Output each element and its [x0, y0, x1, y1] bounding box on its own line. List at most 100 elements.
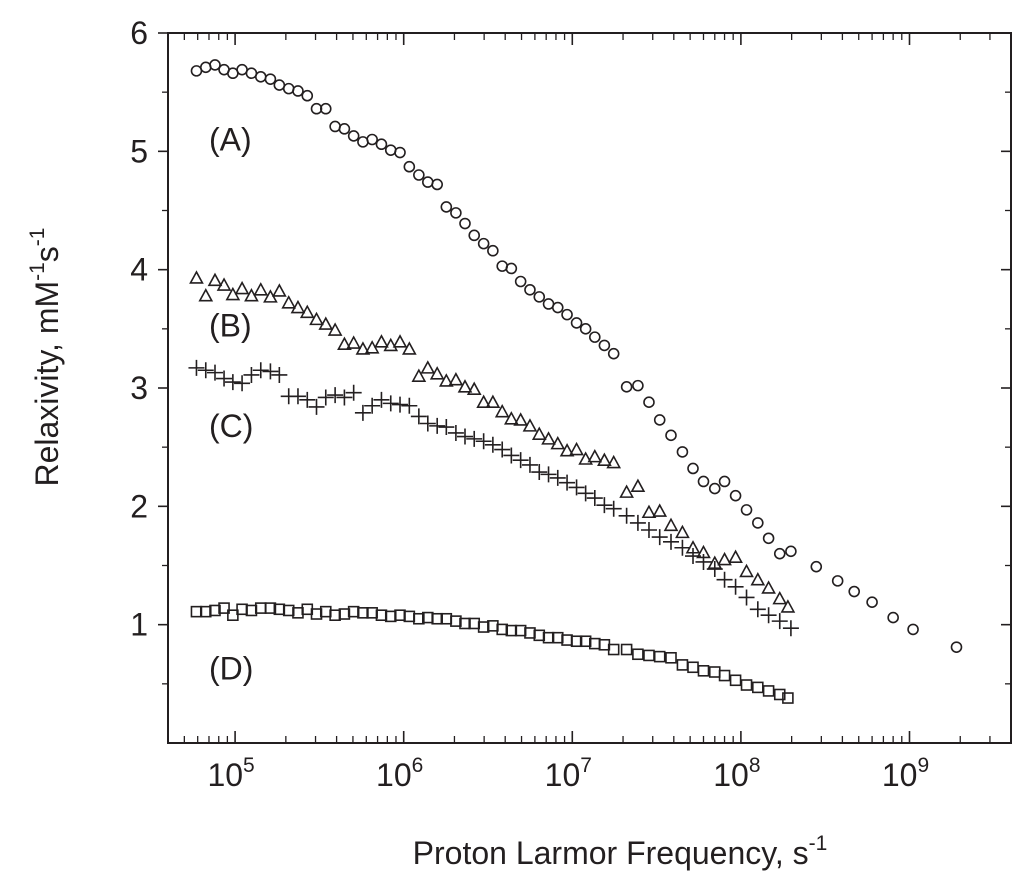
plus-marker [373, 391, 390, 408]
plus-marker [336, 389, 353, 406]
plus-marker [419, 415, 436, 432]
circle-marker [785, 545, 797, 558]
circle-marker [264, 73, 277, 85]
circle-marker [533, 291, 546, 303]
square-marker [524, 627, 536, 639]
circle-marker [524, 283, 536, 296]
plus-marker [663, 533, 680, 550]
plus-marker [706, 561, 723, 578]
circle-marker [384, 144, 397, 156]
circle-marker [514, 275, 527, 288]
plus-marker [685, 548, 702, 565]
series-plus-markers [188, 359, 799, 637]
plus-marker [618, 507, 635, 524]
circle-marker [551, 301, 564, 314]
circle-marker [950, 641, 963, 653]
square-marker [403, 610, 416, 623]
y-tick-label: 5 [130, 133, 148, 169]
square-marker [245, 604, 258, 617]
circle-marker [347, 130, 360, 142]
triangle-marker [318, 316, 334, 330]
circle-marker [357, 136, 369, 148]
square-marker [773, 688, 786, 701]
plus-marker [308, 398, 325, 415]
square-marker [653, 650, 666, 663]
circle-marker [338, 123, 351, 135]
triangle-marker [271, 283, 287, 297]
plus-marker [475, 433, 492, 450]
square-marker [752, 681, 764, 694]
circle-marker [440, 201, 453, 213]
triangle-marker [780, 599, 796, 613]
plus-marker [327, 387, 344, 404]
circle-marker [487, 244, 499, 257]
square-marker [254, 602, 267, 614]
circle-marker [589, 331, 601, 343]
triangle-marker [750, 572, 766, 586]
circle-marker [866, 596, 878, 608]
triangle-marker [401, 341, 417, 355]
plus-marker [271, 366, 288, 383]
x-tick-label: 108 [713, 754, 760, 793]
plus-marker [317, 389, 334, 406]
circle-marker [245, 67, 258, 80]
triangle-marker [309, 311, 324, 326]
square-marker [607, 643, 620, 656]
square-marker [665, 651, 677, 664]
plus-marker [695, 553, 712, 570]
y-tick-label: 2 [130, 488, 148, 524]
plus-marker [494, 441, 511, 458]
y-tick-label: 1 [130, 607, 148, 643]
circle-marker [740, 504, 753, 516]
circle-marker [209, 59, 221, 71]
plus-marker [559, 474, 576, 491]
triangle-marker [550, 435, 566, 450]
series-triangle-markers [189, 270, 796, 613]
y-tick-label: 6 [130, 15, 148, 51]
series-label: (C) [209, 408, 253, 444]
circle-marker [292, 85, 304, 97]
triangle-marker [290, 299, 306, 314]
square-marker [718, 669, 731, 682]
square-marker [264, 602, 277, 614]
plus-marker [738, 589, 755, 606]
triangle-marker [411, 368, 427, 382]
square-marker [413, 612, 425, 625]
plus-marker [640, 522, 657, 538]
circle-marker [687, 462, 699, 475]
x-axis-title: Proton Larmor Frequency, s-1 [413, 832, 828, 871]
circle-marker [762, 532, 775, 545]
triangle-marker [448, 372, 464, 386]
plus-marker [577, 485, 594, 502]
plus-marker [540, 466, 557, 483]
circle-marker [459, 217, 471, 230]
plus-marker [749, 601, 766, 618]
plus-marker [586, 490, 603, 507]
circle-marker [708, 482, 721, 495]
circle-marker [301, 89, 314, 102]
y-tick-label: 3 [130, 370, 148, 406]
triangle-marker [466, 381, 482, 395]
circle-marker [366, 133, 378, 146]
plus-marker [188, 359, 205, 376]
circle-marker [468, 229, 481, 242]
square-marker [579, 635, 592, 648]
plus-marker [716, 571, 733, 588]
plus-marker [401, 397, 418, 414]
plus-marker [410, 408, 427, 425]
triangle-marker [216, 277, 232, 291]
x-tick-label: 105 [207, 754, 254, 793]
plus-marker [596, 497, 613, 514]
triangle-marker [327, 322, 343, 336]
series-labels: (A) (B) (C) (D) [209, 122, 253, 687]
y-tick-labels: 1 2 3 4 5 6 [130, 15, 148, 643]
plus-marker [466, 430, 483, 447]
triangle-marker [420, 360, 436, 374]
circle-marker [810, 560, 823, 573]
circle-marker [697, 475, 710, 488]
square-marker [740, 679, 753, 691]
circle-marker [477, 237, 490, 250]
plus-marker [429, 417, 446, 434]
circle-marker [505, 262, 518, 275]
triangle-marker [619, 484, 634, 498]
